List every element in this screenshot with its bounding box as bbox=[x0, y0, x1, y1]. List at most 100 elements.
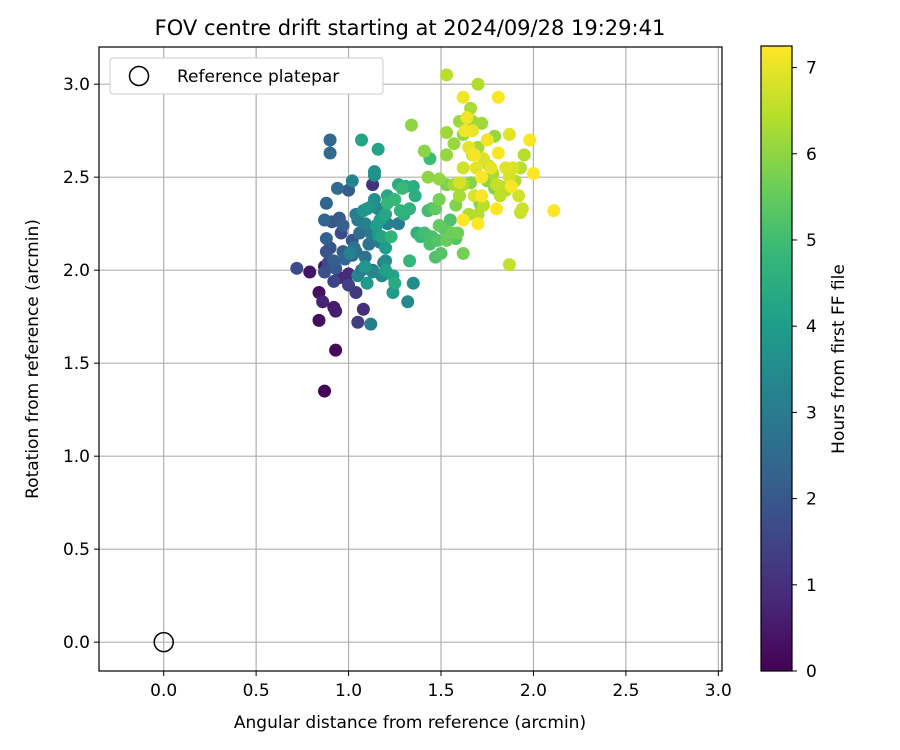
y-tick-label: 3.0 bbox=[63, 75, 90, 95]
data-point bbox=[440, 148, 454, 162]
y-axis-ticks: 0.0 0.5 1.0 1.5 2.0 2.5 3.0 bbox=[63, 75, 99, 653]
y-tick-label: 1.0 bbox=[63, 447, 90, 467]
colorbar-tick-label: 2 bbox=[806, 490, 817, 510]
grid-lines bbox=[99, 47, 722, 671]
x-tick-label: 1.0 bbox=[335, 681, 362, 701]
data-point bbox=[329, 343, 343, 357]
data-point bbox=[447, 137, 461, 151]
colorbar-tick-label: 7 bbox=[806, 59, 817, 79]
data-point bbox=[430, 233, 444, 247]
data-point bbox=[343, 246, 357, 260]
data-point bbox=[434, 246, 448, 260]
data-point bbox=[290, 261, 304, 275]
data-point bbox=[364, 317, 378, 331]
data-point bbox=[460, 111, 474, 125]
data-point bbox=[327, 274, 341, 288]
data-point bbox=[547, 204, 561, 218]
y-tick-label: 0.0 bbox=[63, 633, 90, 653]
x-tick-label: 0.5 bbox=[243, 681, 270, 701]
data-point bbox=[319, 232, 333, 246]
y-tick-label: 1.5 bbox=[63, 354, 90, 374]
colorbar-label: Hours from first FF file bbox=[829, 264, 849, 454]
reference-platepar-marker bbox=[153, 631, 174, 653]
colorbar-ticks: 0 1 2 3 4 5 6 7 bbox=[792, 59, 817, 682]
data-point bbox=[319, 245, 333, 259]
data-point bbox=[456, 213, 470, 227]
legend-box bbox=[109, 57, 384, 95]
x-axis-ticks: 0.0 0.5 1.0 1.5 2.0 2.5 3.0 bbox=[150, 671, 732, 701]
data-point bbox=[379, 241, 393, 255]
data-point bbox=[403, 254, 417, 268]
data-point bbox=[379, 207, 393, 221]
data-point bbox=[489, 178, 503, 192]
data-point bbox=[388, 276, 402, 290]
data-point bbox=[362, 237, 376, 251]
data-point bbox=[484, 161, 498, 175]
data-point bbox=[491, 146, 505, 160]
data-points bbox=[290, 68, 561, 398]
data-point bbox=[351, 315, 365, 329]
data-point bbox=[318, 384, 332, 398]
chart-title: FOV centre drift starting at 2024/09/28 … bbox=[155, 16, 666, 40]
data-point bbox=[456, 90, 470, 104]
x-tick-label: 2.0 bbox=[520, 681, 547, 701]
colorbar-tick-label: 6 bbox=[806, 145, 817, 165]
data-point bbox=[319, 196, 333, 210]
data-point bbox=[432, 193, 446, 207]
x-tick-label: 3.0 bbox=[705, 681, 732, 701]
data-point bbox=[345, 174, 359, 188]
data-point bbox=[475, 116, 489, 130]
data-point bbox=[371, 142, 385, 156]
data-point bbox=[526, 166, 540, 180]
data-point bbox=[432, 219, 446, 233]
data-point bbox=[336, 219, 350, 233]
data-point bbox=[358, 259, 372, 273]
x-tick-label: 0.0 bbox=[150, 681, 177, 701]
data-point bbox=[480, 133, 494, 147]
data-point bbox=[456, 161, 470, 175]
data-point bbox=[491, 90, 505, 104]
colorbar-tick-label: 0 bbox=[806, 662, 817, 682]
data-point bbox=[375, 230, 389, 244]
x-tick-label: 1.5 bbox=[427, 681, 454, 701]
data-point bbox=[471, 77, 485, 91]
data-point bbox=[401, 295, 415, 309]
data-point bbox=[512, 189, 526, 203]
legend: Reference platepar bbox=[109, 57, 384, 95]
data-point bbox=[499, 161, 513, 175]
data-point bbox=[515, 202, 529, 216]
colorbar-tick-label: 5 bbox=[806, 231, 817, 251]
data-point bbox=[356, 302, 370, 316]
data-point bbox=[329, 304, 343, 318]
data-point bbox=[502, 127, 516, 141]
data-point bbox=[489, 202, 503, 216]
data-point bbox=[421, 170, 435, 184]
plot-frame bbox=[98, 46, 723, 672]
data-point bbox=[318, 265, 332, 279]
data-point bbox=[475, 189, 489, 203]
data-point bbox=[417, 144, 431, 158]
data-point bbox=[358, 217, 372, 231]
data-point bbox=[458, 124, 472, 138]
data-point bbox=[467, 148, 481, 162]
data-point bbox=[312, 313, 326, 327]
data-point bbox=[475, 170, 489, 184]
data-point bbox=[432, 172, 446, 186]
data-point bbox=[323, 133, 337, 147]
data-point bbox=[384, 230, 398, 244]
data-point bbox=[379, 254, 393, 268]
data-point bbox=[393, 204, 407, 218]
data-point bbox=[395, 181, 409, 195]
x-tick-label: 2.5 bbox=[612, 681, 639, 701]
data-point bbox=[316, 295, 330, 309]
colorbar: 0 1 2 3 4 5 6 7 Hours from first FF file bbox=[760, 45, 849, 682]
colorbar-frame bbox=[760, 45, 793, 672]
data-point bbox=[360, 276, 374, 290]
data-point bbox=[323, 146, 337, 160]
data-point bbox=[342, 278, 356, 292]
data-point bbox=[404, 118, 418, 132]
data-point bbox=[388, 193, 402, 207]
y-tick-label: 2.5 bbox=[63, 168, 90, 188]
colorbar-tick-label: 3 bbox=[806, 403, 817, 423]
colorbar-tick-label: 1 bbox=[806, 576, 817, 596]
